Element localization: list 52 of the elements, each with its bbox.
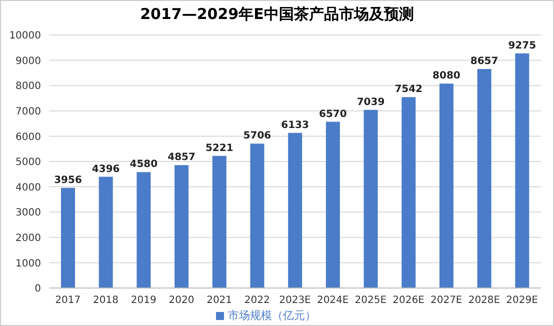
x-tick-label: 2018 xyxy=(93,295,118,306)
y-tick-label: 5000 xyxy=(16,157,41,168)
x-tick-label: 2017 xyxy=(55,295,81,306)
legend-label: 市场规模（亿元） xyxy=(228,309,316,322)
x-tick-label: 2029E xyxy=(506,295,538,306)
data-label: 9275 xyxy=(508,40,536,52)
x-tick-label: 2023E xyxy=(279,295,311,306)
bar xyxy=(326,122,340,288)
x-tick-label: 2021 xyxy=(206,295,232,306)
y-tick-label: 3000 xyxy=(16,208,41,219)
data-label: 7039 xyxy=(356,96,385,108)
y-tick-label: 1000 xyxy=(16,258,41,270)
y-tick-label: 0 xyxy=(34,284,41,295)
bar xyxy=(98,176,113,288)
y-tick-label: 9000 xyxy=(16,56,41,67)
bar xyxy=(402,97,416,288)
y-tick-label: 2000 xyxy=(16,232,41,244)
bar xyxy=(212,156,226,288)
data-label: 3956 xyxy=(54,174,82,186)
data-label: 6133 xyxy=(281,120,310,131)
x-tick-label: 2020 xyxy=(168,295,194,306)
bar xyxy=(288,132,302,288)
bar xyxy=(174,165,189,288)
data-label: 7542 xyxy=(394,84,423,96)
bar xyxy=(439,84,454,288)
y-tick-label: 6000 xyxy=(16,132,41,143)
x-tick-label: 2019 xyxy=(130,295,156,306)
data-label: 5221 xyxy=(205,142,234,154)
y-tick-label: 7000 xyxy=(16,106,41,118)
y-tick-label: 8000 xyxy=(16,81,41,92)
bar xyxy=(250,144,264,288)
bar xyxy=(477,68,492,288)
x-tick-label: 2028E xyxy=(468,295,500,306)
x-tick-label: 2026E xyxy=(392,295,424,306)
bar xyxy=(515,53,530,288)
chart-title: 2017—2029年E中国茶产品市场及预测 xyxy=(139,4,415,25)
data-label: 5706 xyxy=(243,130,272,142)
x-tick-label: 2022 xyxy=(244,295,270,306)
data-label: 4857 xyxy=(168,152,196,164)
bar xyxy=(61,188,75,288)
y-tick-label: 4000 xyxy=(16,182,41,194)
data-label: 4580 xyxy=(130,159,158,170)
data-label: 6570 xyxy=(319,108,347,120)
x-tick-label: 2027E xyxy=(430,295,462,306)
bar xyxy=(136,172,151,288)
x-tick-label: 2024E xyxy=(316,295,349,306)
data-label: 4396 xyxy=(92,164,120,175)
x-tick-label: 2025E xyxy=(354,295,387,306)
bar xyxy=(364,110,378,288)
y-tick-label: 10000 xyxy=(9,30,41,42)
data-label: 8657 xyxy=(470,56,498,67)
data-label: 8080 xyxy=(432,70,460,82)
